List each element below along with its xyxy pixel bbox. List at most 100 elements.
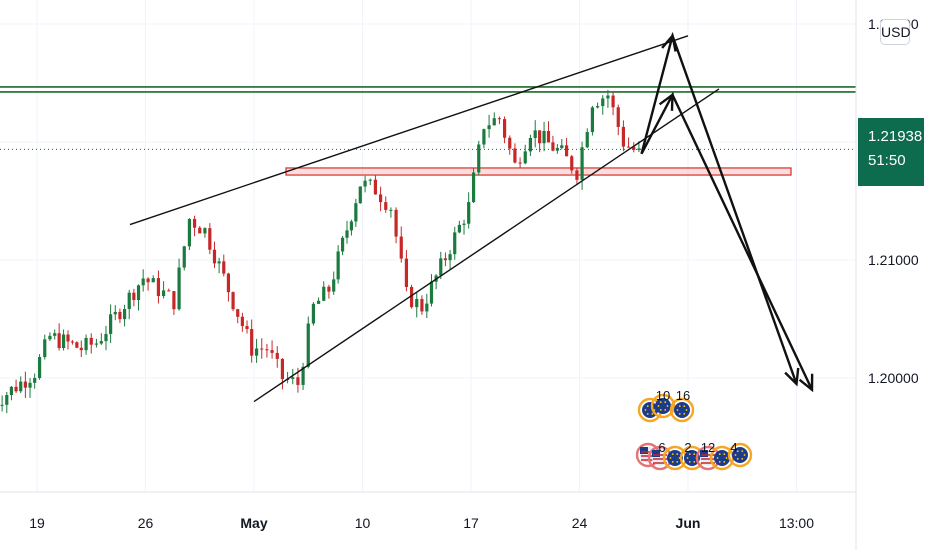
candle-body	[611, 95, 615, 108]
bar-countdown: 51:50	[868, 152, 906, 169]
eu-flag-star	[723, 453, 726, 456]
candle-body	[487, 125, 491, 130]
candle-body	[404, 258, 409, 287]
us-flag-canton	[700, 450, 708, 457]
candle-body	[560, 145, 564, 148]
eu-flag-star	[657, 405, 660, 407]
time-tick-label: May	[240, 515, 267, 531]
us-flag-canton	[640, 447, 648, 454]
economic-events[interactable]: 10 16 6 2 12 4	[635, 388, 753, 471]
candle-body	[621, 126, 626, 147]
candle-body	[311, 303, 316, 324]
candle-body	[336, 251, 340, 280]
candle-body	[482, 129, 486, 145]
candle-body	[236, 309, 240, 317]
eu-flag-star	[716, 457, 719, 459]
eu-flag-icon	[674, 402, 690, 418]
candle-body	[132, 292, 136, 300]
candle-body	[89, 337, 93, 345]
candle-body	[606, 95, 610, 99]
candle-body	[187, 218, 192, 247]
time-tick-label: 26	[138, 515, 154, 531]
candle-body	[301, 366, 305, 385]
candle-body	[429, 281, 434, 304]
currency-button[interactable]: USD	[880, 19, 911, 45]
candle-body	[538, 130, 542, 144]
candle-body	[84, 337, 88, 351]
candle-body	[425, 303, 429, 312]
forecast-peak-arrowhead-1	[661, 33, 677, 52]
candle-body	[33, 377, 37, 383]
candle-body	[19, 381, 23, 392]
eu-flag-star	[671, 460, 674, 463]
candle-body	[420, 299, 424, 312]
candle-body	[358, 186, 362, 204]
eu-flag-icon	[714, 450, 730, 466]
eu-flag-star	[659, 401, 662, 404]
candle-body	[37, 357, 42, 378]
current-price-value: 1.21938	[868, 128, 923, 145]
candle-body	[518, 162, 522, 164]
candlestick-series	[0, 90, 641, 414]
candle-body	[182, 246, 186, 268]
candle-body	[306, 323, 310, 367]
candle-body	[23, 381, 27, 388]
candle-body	[57, 333, 61, 349]
eu-flag-star	[646, 405, 649, 408]
eu-flag-star	[686, 457, 689, 459]
candle-body	[462, 223, 466, 225]
eu-flag-star	[651, 412, 654, 415]
candle-body	[542, 130, 546, 144]
eu-flag-star	[693, 460, 696, 463]
candle-body	[528, 137, 533, 152]
eu-flag-star	[669, 457, 672, 459]
time-axis[interactable]: 19 26 May 10 17 24 Jun 13:00	[29, 515, 814, 531]
candle-body	[637, 148, 641, 150]
candle-body	[626, 146, 631, 148]
forecast-target-arrowhead-2	[798, 373, 814, 393]
eu-flag-star	[676, 409, 679, 411]
candle-body	[109, 314, 113, 334]
forecast-target-arrowhead-1	[784, 367, 800, 387]
event-bottom-6	[727, 442, 753, 468]
time-tick-label: 19	[29, 515, 45, 531]
event-count-label: 16	[676, 388, 690, 403]
time-tick-label: 24	[572, 515, 588, 531]
eu-flag-icon	[732, 447, 748, 463]
candle-body	[270, 350, 274, 353]
eu-flag-star	[644, 409, 647, 411]
candle-body	[513, 148, 517, 163]
candle-body	[156, 278, 161, 297]
candle-body	[231, 292, 235, 310]
candle-body	[9, 386, 14, 396]
candle-body	[217, 261, 221, 264]
event-ring	[669, 397, 695, 423]
candle-body	[75, 342, 79, 348]
candle-body	[161, 290, 166, 297]
event-top-2	[669, 397, 695, 423]
candle-body	[70, 341, 75, 343]
event-bottom-2	[662, 445, 688, 471]
candle-body	[439, 258, 443, 276]
candle-body	[167, 290, 171, 292]
candle-body	[327, 286, 331, 292]
candle-body	[260, 348, 264, 350]
trendlines	[129, 35, 720, 403]
candle-body	[250, 329, 254, 356]
eu-flag-star	[734, 454, 737, 456]
eu-flag-star	[723, 460, 726, 463]
candle-body	[389, 209, 393, 211]
candle-body	[340, 237, 345, 252]
candle-body	[226, 273, 231, 293]
candle-body	[453, 232, 457, 255]
eu-flag-icon	[684, 450, 700, 466]
candle-body	[555, 147, 559, 151]
eu-flag-star	[685, 409, 688, 411]
event-count-label: 10	[656, 388, 670, 403]
candle-body	[296, 377, 300, 385]
eu-flag-star	[659, 408, 662, 411]
forecast-path-2	[640, 92, 814, 391]
horizontal-levels	[0, 86, 856, 176]
